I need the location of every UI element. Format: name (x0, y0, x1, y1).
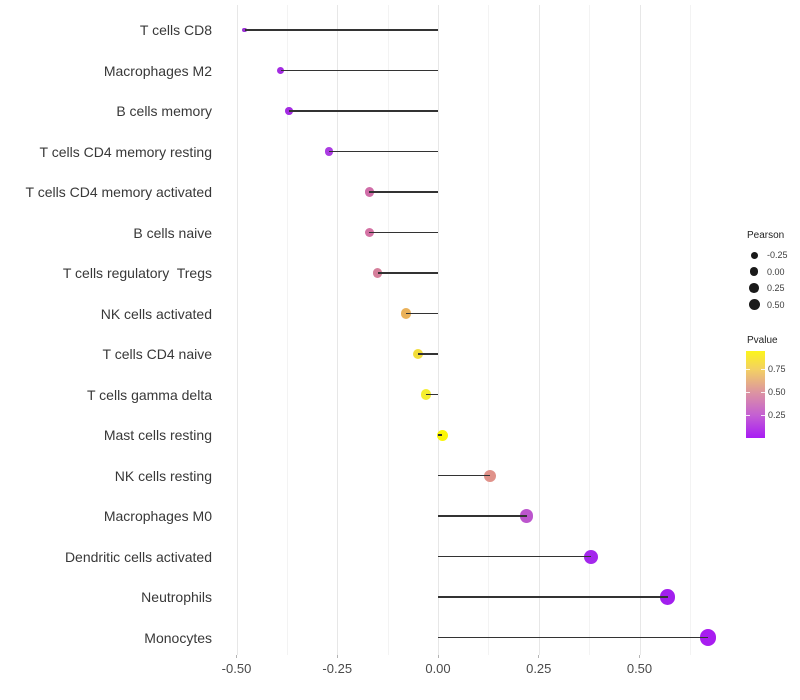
lollipop-stick (329, 150, 438, 153)
color-legend-title: Pvalue (747, 335, 778, 346)
size-legend-dot (749, 283, 759, 293)
y-axis-label: Neutrophils (141, 589, 212, 605)
lollipop-stick (425, 393, 438, 396)
x-tick-label: 0.00 (425, 661, 451, 676)
y-axis-label: B cells memory (116, 103, 212, 119)
y-axis-label: T cells CD4 memory activated (25, 184, 212, 200)
y-axis-label: T cells gamma delta (86, 386, 212, 403)
x-tick (538, 655, 540, 658)
lollipop-dot (584, 549, 599, 564)
lollipop-stick (377, 272, 438, 274)
x-tick-label: -0.25 (322, 661, 353, 676)
gridline-minor (387, 5, 389, 655)
colorbar-tick (761, 415, 765, 416)
y-axis-label: Monocytes (144, 629, 212, 646)
lollipop-stick (280, 69, 438, 72)
lollipop-stick (438, 434, 443, 436)
y-axis-label: T cells CD4 naive (102, 346, 212, 362)
gridline-minor (589, 5, 591, 655)
lollipop-stick (244, 29, 438, 31)
colorbar-tick (746, 392, 750, 393)
colorbar-tick (761, 392, 765, 393)
gridline-minor (488, 5, 490, 655)
lollipop-stick (288, 110, 438, 112)
x-tick (437, 655, 439, 658)
colorbar-label: 0.25 (768, 410, 786, 420)
lollipop-stick (438, 636, 708, 639)
x-tick (639, 655, 640, 658)
gridline-minor (689, 5, 691, 655)
gridline-minor (286, 5, 288, 655)
lollipop-stick (405, 312, 438, 315)
lollipop-dot (436, 429, 448, 441)
size-legend-dot (748, 299, 760, 310)
colorbar-tick (761, 369, 765, 370)
lollipop-stick (438, 515, 527, 517)
y-axis-label: Macrophages M2 (103, 62, 212, 79)
size-legend-dot (749, 267, 759, 276)
y-axis-label: T cells regulatory Tregs (62, 265, 212, 281)
y-axis-label: NK cells activated (100, 305, 212, 322)
lollipop-dot (519, 509, 534, 523)
colorbar-label: 0.75 (768, 364, 786, 374)
size-legend-label: 0.50 (767, 299, 785, 310)
lollipop-stick (438, 555, 592, 558)
lollipop-stick (438, 474, 491, 477)
lollipop-stick (369, 231, 438, 234)
size-legend-title: Pearson (747, 230, 785, 241)
gridline-major (639, 5, 641, 655)
x-tick-label: 0.50 (626, 661, 653, 676)
lollipop-stick (417, 353, 438, 355)
lollipop-stick (438, 596, 668, 598)
gridline-major (236, 5, 238, 655)
y-axis-label: T cells CD4 memory resting (39, 143, 212, 160)
x-tick (236, 655, 237, 658)
lollipop-dot (699, 629, 717, 646)
size-legend-dot (750, 251, 758, 259)
size-legend-label: -0.25 (767, 250, 788, 260)
x-tick-label: -0.50 (221, 661, 252, 676)
y-axis-label: Macrophages M0 (103, 508, 212, 524)
colorbar-tick (746, 369, 750, 370)
size-legend-label: 0.00 (767, 266, 785, 277)
y-axis-label: B cells naive (133, 224, 212, 241)
y-axis-label: NK cells resting (114, 467, 212, 484)
lollipop-stick (369, 191, 438, 193)
lollipop-dot (484, 469, 497, 482)
pvalue-colorbar (746, 351, 765, 438)
colorbar-tick (746, 415, 750, 416)
gridline-major (438, 5, 439, 655)
colorbar-label: 0.50 (768, 387, 786, 397)
y-axis-label: Dendritic cells activated (64, 548, 212, 565)
gridline-major (538, 5, 540, 655)
lollipop-dot (659, 589, 676, 605)
y-axis-label: Mast cells resting (103, 427, 212, 443)
gridline-major (337, 5, 339, 655)
size-legend-label: 0.25 (767, 283, 785, 293)
y-axis-label: T cells CD8 (139, 22, 212, 38)
x-tick-label: 0.25 (526, 661, 552, 676)
x-tick (336, 655, 338, 658)
